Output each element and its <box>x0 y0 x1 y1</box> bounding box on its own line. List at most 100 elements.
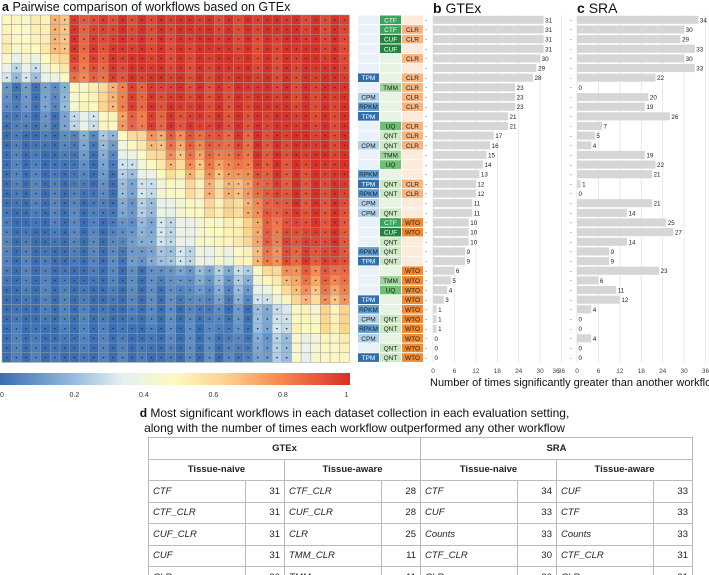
significance-mark <box>276 231 278 233</box>
bar-value-label: 10 <box>470 230 478 237</box>
significance-mark <box>15 279 18 282</box>
row-tick: - <box>570 336 572 342</box>
significance-mark <box>25 105 27 108</box>
heatmap-cell <box>310 294 321 305</box>
significance-mark <box>189 76 191 79</box>
significance-mark <box>141 337 143 340</box>
significance-mark <box>305 134 307 137</box>
significance-mark <box>334 269 336 272</box>
heatmap-cell <box>185 198 196 209</box>
heatmap-cell <box>214 227 225 238</box>
row-tick: - <box>425 201 427 207</box>
significance-mark <box>295 183 298 185</box>
significance-mark <box>6 231 8 233</box>
significance-mark <box>121 279 124 282</box>
significance-mark <box>15 289 18 291</box>
significance-mark <box>102 318 105 320</box>
significance-mark <box>199 289 201 291</box>
significance-mark <box>83 38 85 40</box>
bar <box>577 179 581 188</box>
bar-value-label: 15 <box>488 152 496 159</box>
significance-mark <box>227 269 230 272</box>
heatmap-cell <box>107 120 119 132</box>
heatmap-cell <box>194 207 205 218</box>
significance-mark <box>295 202 298 204</box>
significance-mark <box>102 192 105 195</box>
row-tick: - <box>570 327 572 333</box>
significance-mark <box>121 337 124 340</box>
significance-mark <box>112 298 114 301</box>
table-row: CTF_CLR 31 CUF_CLR 28 CUF 33 CTF 33 <box>148 501 693 524</box>
significance-mark <box>208 318 211 320</box>
heatmap-cell <box>310 304 321 315</box>
workflow-label-box <box>402 295 423 304</box>
significance-mark <box>131 269 134 272</box>
significance-mark <box>73 231 76 233</box>
significance-mark <box>150 67 153 69</box>
bar <box>577 73 656 82</box>
significance-mark <box>131 115 134 118</box>
significance-mark <box>25 96 27 98</box>
table-row: CTF 31 CTF_CLR 28 CTF 34 CUF 33 <box>148 480 693 503</box>
significance-mark <box>189 125 191 127</box>
significance-mark <box>160 279 163 282</box>
significance-mark <box>179 38 182 40</box>
workflow-label-box <box>402 247 423 256</box>
significance-mark <box>247 28 249 31</box>
workflow-label: CLR <box>406 85 419 92</box>
significance-mark <box>343 221 346 224</box>
significance-mark <box>83 231 85 233</box>
workflow-label: CUF <box>384 230 397 237</box>
significance-mark <box>6 221 8 224</box>
significance-mark <box>112 163 114 166</box>
significance-mark <box>73 202 76 204</box>
significance-mark <box>247 86 249 89</box>
significance-mark <box>44 212 47 214</box>
workflow-label-box <box>380 198 401 208</box>
significance-mark <box>276 347 278 349</box>
significance-mark <box>83 212 85 214</box>
row-tick: - <box>570 76 572 82</box>
significance-mark <box>83 154 85 156</box>
significance-mark <box>15 134 18 137</box>
significance-mark <box>227 337 230 340</box>
significance-mark <box>343 154 346 156</box>
significance-mark <box>73 19 76 21</box>
significance-mark <box>44 260 47 262</box>
significance-mark <box>102 47 105 50</box>
significance-mark <box>141 115 143 118</box>
significance-mark <box>189 337 191 340</box>
workflow-label-box <box>358 34 379 44</box>
significance-mark <box>179 67 182 69</box>
significance-mark <box>266 57 269 60</box>
workflow-label: CLR <box>406 191 419 198</box>
bar-value-label: 27 <box>675 230 683 237</box>
row-tick: - <box>570 57 572 63</box>
heatmap-cell <box>21 43 32 54</box>
heatmap-cell <box>291 323 302 334</box>
count-cell: 31 <box>245 501 285 524</box>
significance-mark <box>179 154 182 156</box>
significance-mark <box>314 192 317 195</box>
workflow-cell: CTF_CLR <box>556 544 654 567</box>
significance-mark <box>324 279 327 282</box>
workflow-cell: CTF_CLR <box>284 480 382 503</box>
row-tick: - <box>570 250 572 256</box>
significance-mark <box>112 347 114 349</box>
significance-mark <box>25 202 27 204</box>
heatmap-cell <box>271 265 283 276</box>
heatmap-cell <box>194 246 205 257</box>
workflow-label: TPM <box>362 114 376 121</box>
significance-mark <box>324 183 327 185</box>
significance-mark <box>247 318 249 320</box>
row-tick: - <box>425 298 427 304</box>
row-tick: - <box>570 182 572 188</box>
significance-mark <box>305 105 307 108</box>
significance-mark <box>247 144 249 147</box>
significance-mark <box>150 308 153 311</box>
significance-mark <box>73 192 76 195</box>
significance-mark <box>314 125 317 127</box>
row-tick: - <box>425 346 427 352</box>
workflow-label-box <box>402 54 423 63</box>
significance-mark <box>247 337 249 340</box>
